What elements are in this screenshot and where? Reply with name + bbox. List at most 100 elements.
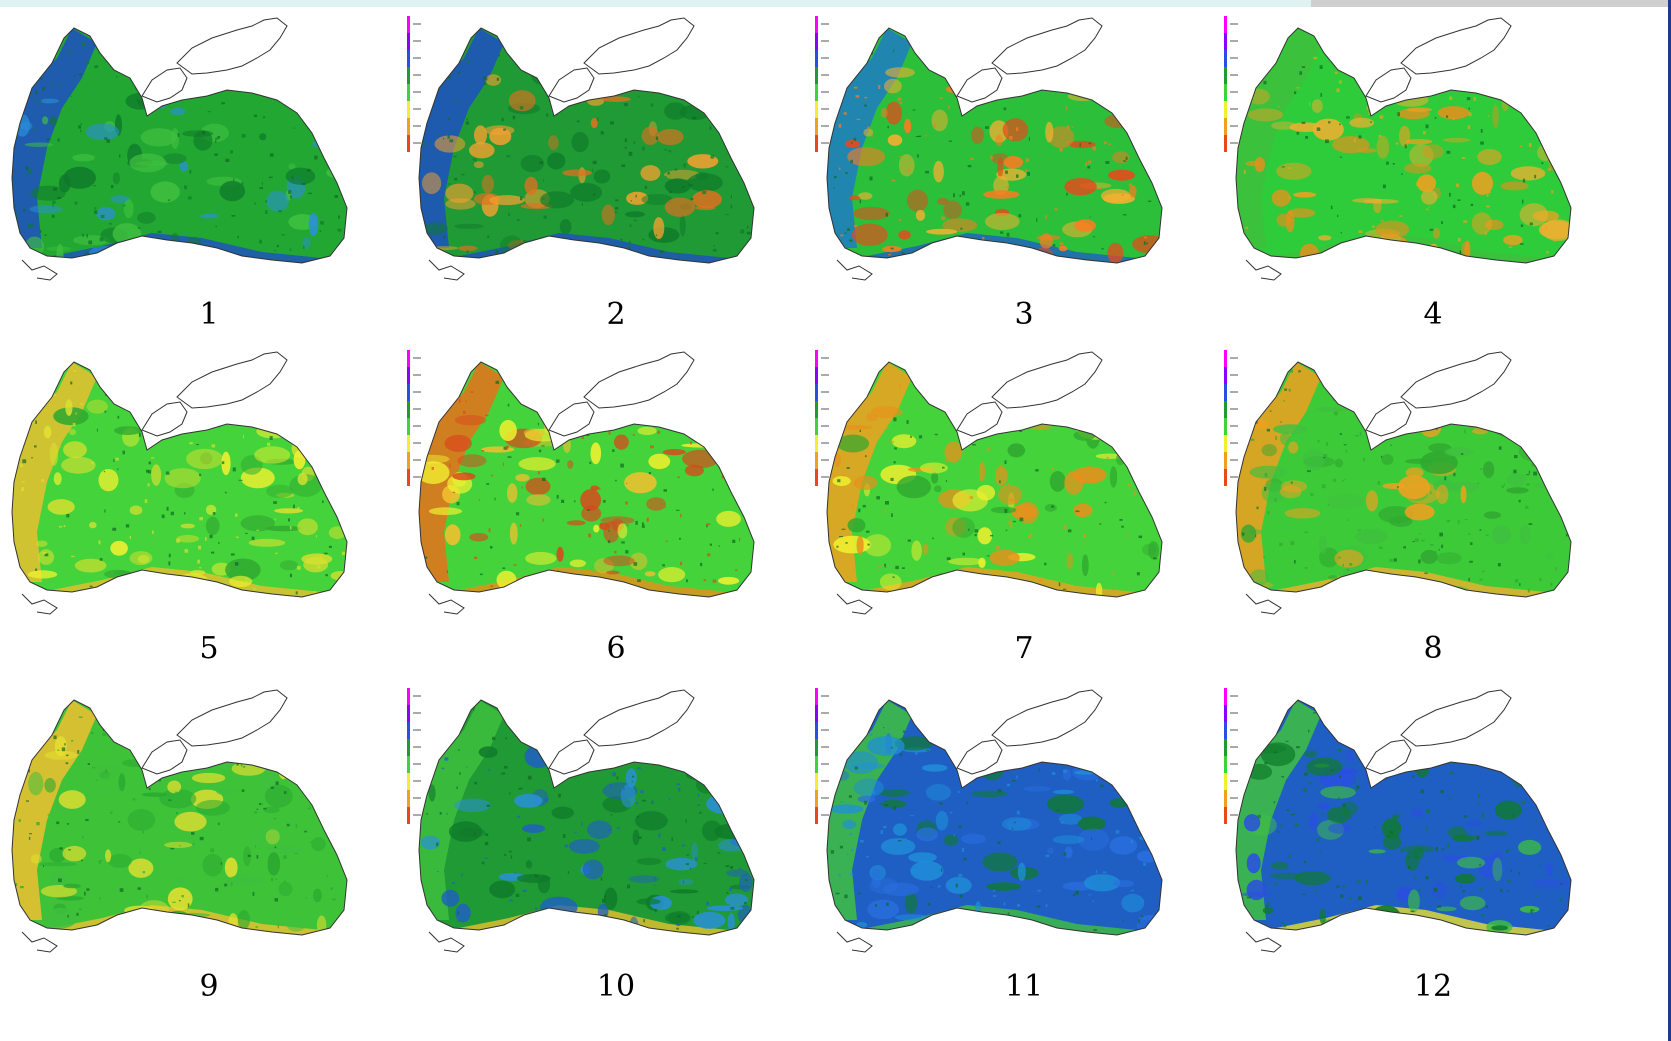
sea-surface [419,362,754,597]
map-panel-12: 12 [1224,680,1642,1027]
crimea-outline [956,401,1003,437]
month-label: 4 [1423,297,1443,332]
black-sea-map [1224,688,1572,953]
bosporus-outline [1245,259,1282,281]
coastline [1235,361,1572,598]
bosporus-outline [1245,593,1282,615]
map-panel-9: 9 [0,680,418,1027]
bosporus-outline [836,931,873,953]
bosporus-outline [1245,931,1282,953]
month-label: 2 [606,297,626,332]
month-label: 12 [1413,969,1453,1004]
month-label: 1 [199,297,219,332]
bosporus-outline [428,931,465,953]
top-strip [0,0,1671,7]
azov-outline [1400,689,1512,747]
sea-surface [827,700,1162,935]
colorbar [407,688,421,824]
black-sea-map [11,351,348,615]
colorbar [1224,688,1238,824]
map-panel-10: 10 [407,680,825,1027]
map-panel-3: 3 [815,8,1233,355]
bosporus-outline [836,593,873,615]
month-label: 5 [199,631,219,666]
map-panel-2: 2 [407,8,825,355]
bosporus-outline [21,259,58,281]
coastline [11,361,348,598]
black-sea-map [407,350,755,615]
map-panel-8: 8 [1224,342,1642,689]
coastline [826,361,1163,598]
coastline [418,699,755,936]
map-panel-4: 4 [1224,8,1642,355]
azov-outline [991,689,1103,747]
black-sea-map [407,688,755,953]
coastline [418,27,755,264]
bosporus-outline [21,593,58,615]
coastline [418,361,755,598]
black-sea-map [407,16,755,281]
colorbar [815,350,829,486]
azov-outline [991,17,1103,75]
month-label: 11 [1004,969,1044,1004]
colorbar [815,688,829,824]
crimea-outline [956,67,1003,103]
azov-outline [1400,17,1512,75]
coastline [1235,699,1572,936]
black-sea-map [1224,16,1572,281]
coastline [1235,27,1572,264]
azov-outline [991,351,1103,409]
colorbar [1224,16,1238,152]
crimea-outline [141,401,188,437]
month-label: 10 [596,969,636,1004]
coastline [11,699,348,936]
sea-surface [12,362,347,597]
month-label: 3 [1014,297,1034,332]
crimea-outline [1365,67,1412,103]
map-panel-5: 5 [0,342,418,689]
azov-outline [176,689,288,747]
black-sea-map [1224,350,1572,615]
map-panel-11: 11 [815,680,1233,1027]
colorbar [407,350,421,486]
crimea-outline [548,739,595,775]
coastline [826,27,1163,264]
colorbar [815,16,829,152]
crimea-outline [141,739,188,775]
map-panel-6: 6 [407,342,825,689]
colorbar [1224,350,1238,486]
map-panel-1: 1 [0,8,418,355]
azov-outline [1400,351,1512,409]
colorbar [407,16,421,152]
bosporus-outline [836,259,873,281]
bosporus-outline [428,593,465,615]
black-sea-map [815,350,1163,615]
azov-outline [176,17,288,75]
map-panel-7: 7 [815,342,1233,689]
crimea-outline [141,67,188,103]
black-sea-map [815,688,1163,953]
month-label: 8 [1423,631,1443,666]
month-label: 6 [606,631,626,666]
right-edge [1668,0,1671,1041]
crimea-outline [956,739,1003,775]
bosporus-outline [21,931,58,953]
month-label: 7 [1014,631,1034,666]
azov-outline [176,351,288,409]
sea-surface [12,28,347,263]
azov-outline [583,689,695,747]
sea-surface [827,362,1162,597]
black-sea-map [11,17,348,281]
month-label: 9 [199,969,219,1004]
black-sea-map [11,689,348,953]
crimea-outline [1365,401,1412,437]
coastline [826,699,1163,936]
azov-outline [583,351,695,409]
crimea-outline [548,401,595,437]
crimea-outline [1365,739,1412,775]
bosporus-outline [428,259,465,281]
azov-outline [583,17,695,75]
crimea-outline [548,67,595,103]
coastline [11,27,348,264]
